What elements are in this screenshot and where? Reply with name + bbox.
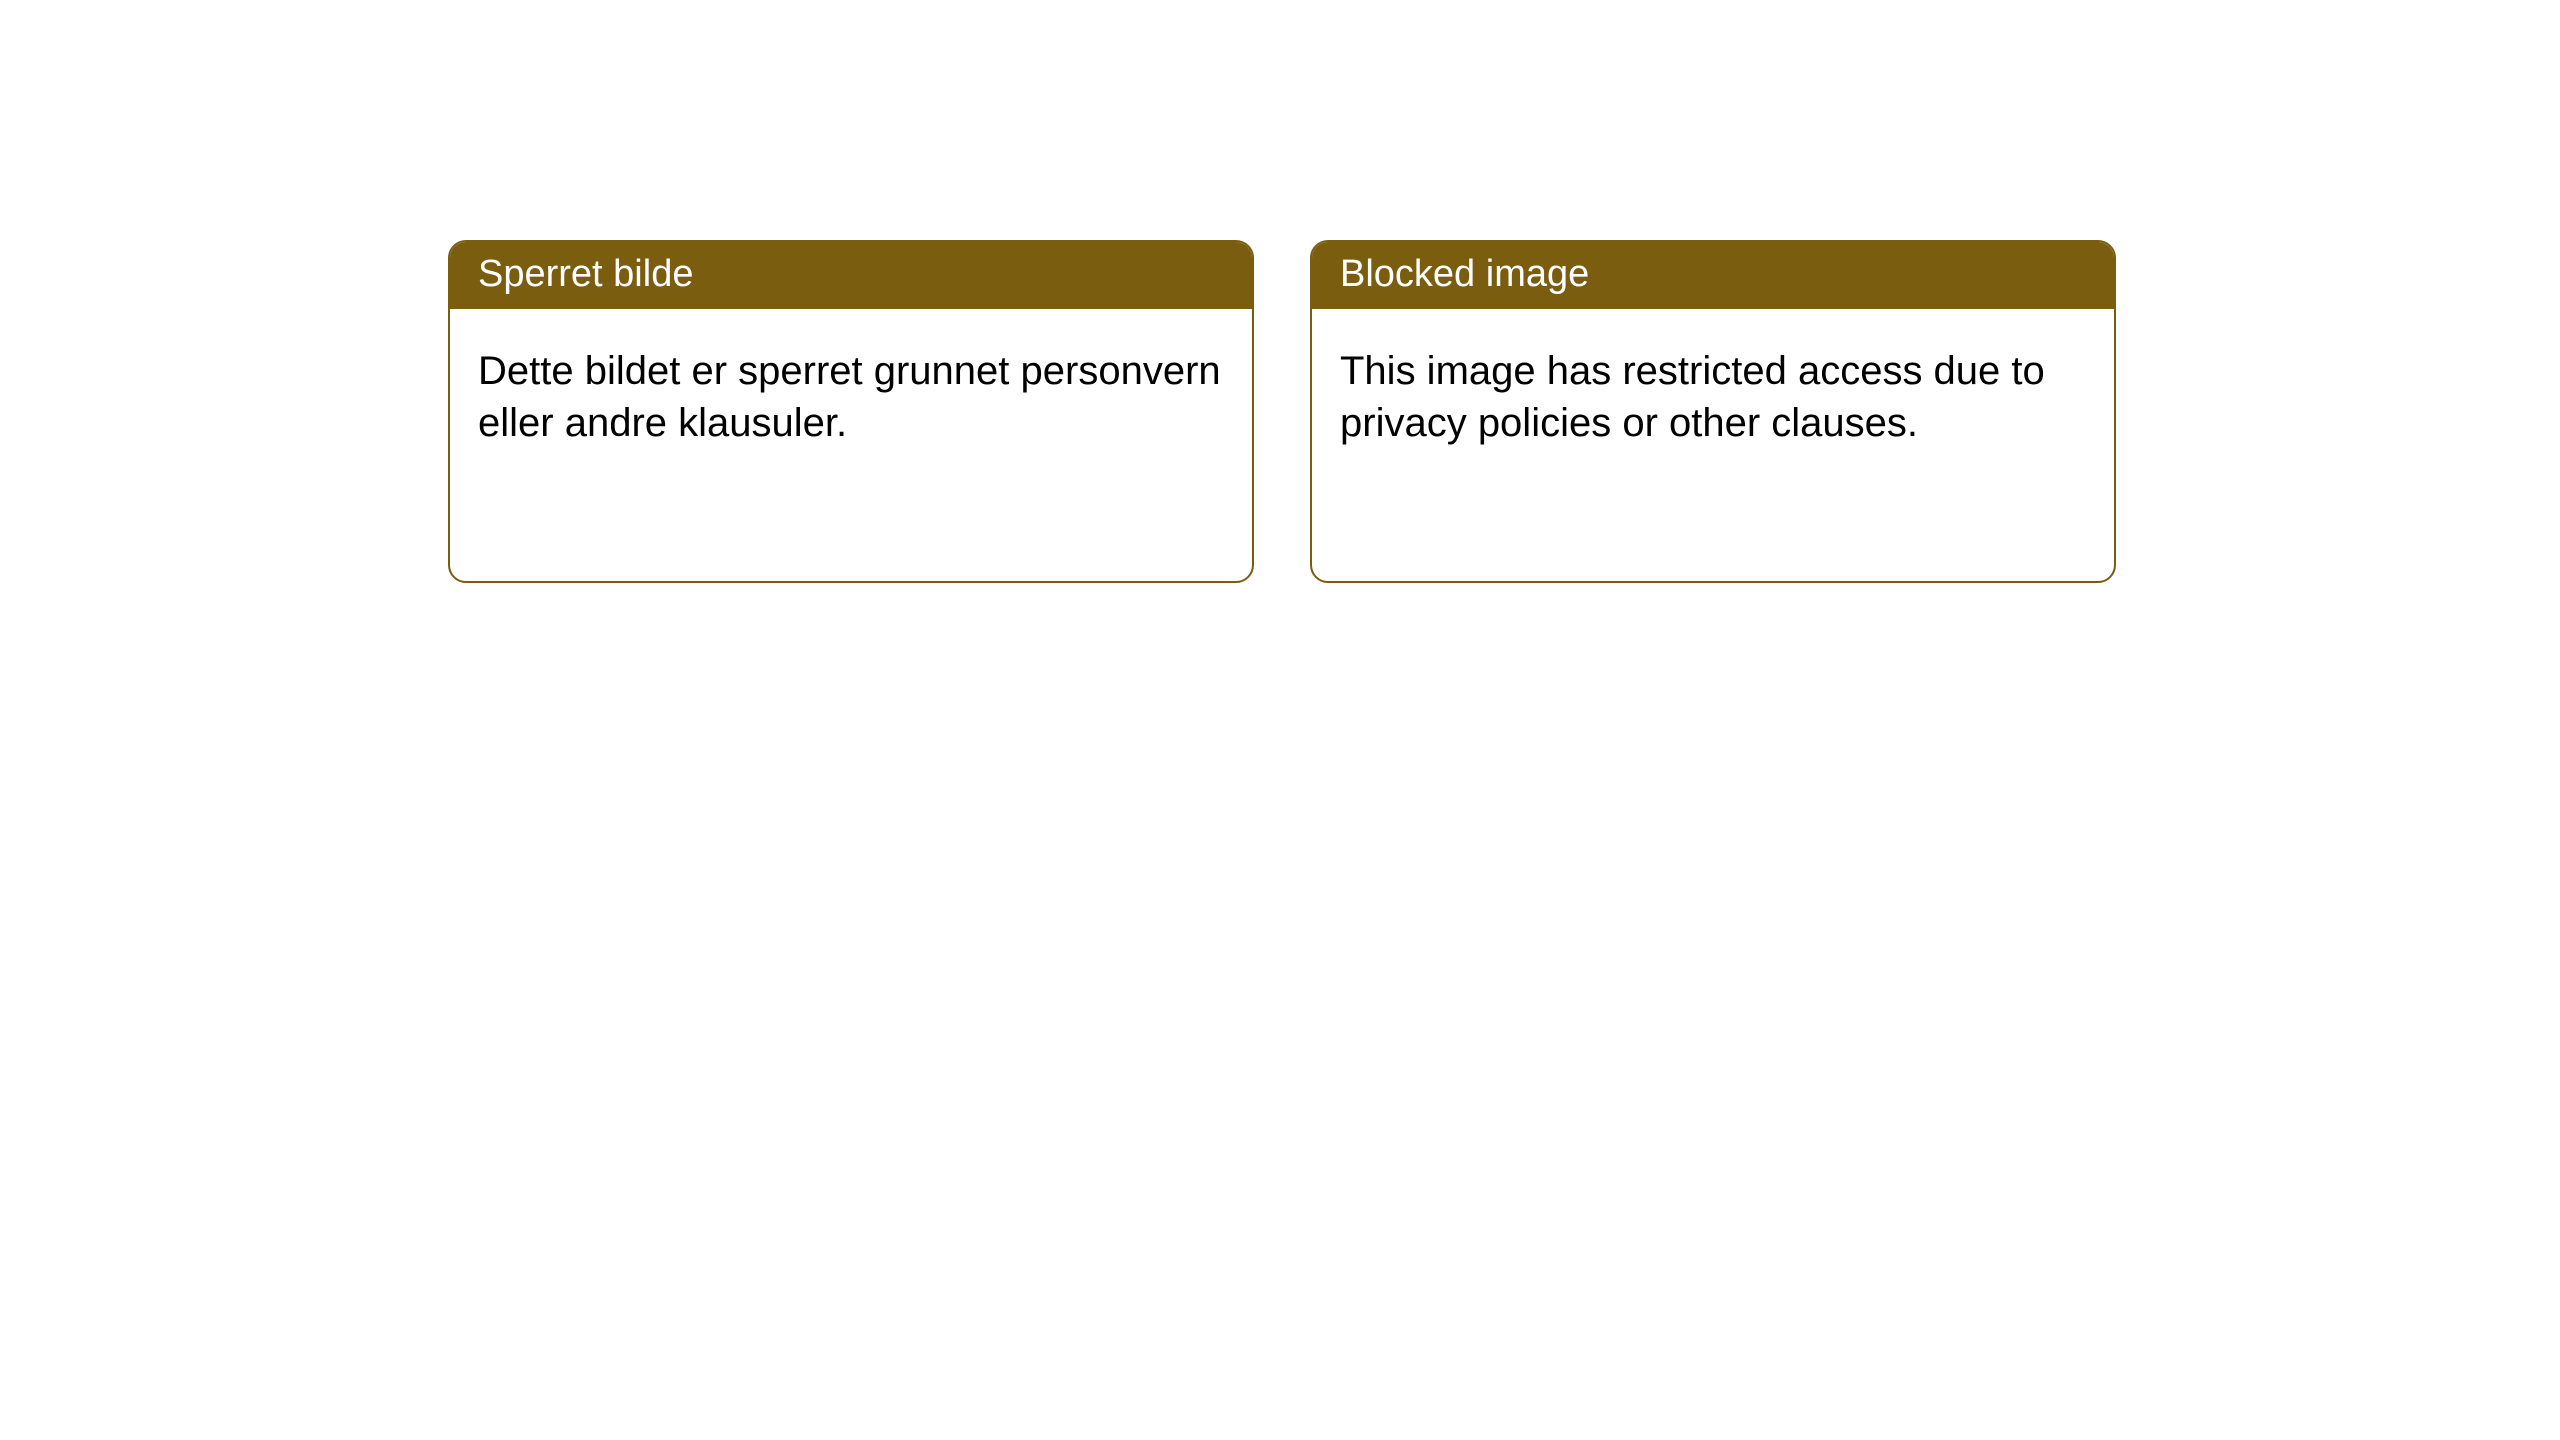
notice-container: Sperret bilde Dette bildet er sperret gr… [0, 0, 2560, 583]
notice-card-english: Blocked image This image has restricted … [1310, 240, 2116, 583]
notice-card-norwegian: Sperret bilde Dette bildet er sperret gr… [448, 240, 1254, 583]
notice-body: This image has restricted access due to … [1312, 309, 2114, 581]
notice-title: Sperret bilde [450, 242, 1252, 309]
notice-title: Blocked image [1312, 242, 2114, 309]
notice-body: Dette bildet er sperret grunnet personve… [450, 309, 1252, 581]
